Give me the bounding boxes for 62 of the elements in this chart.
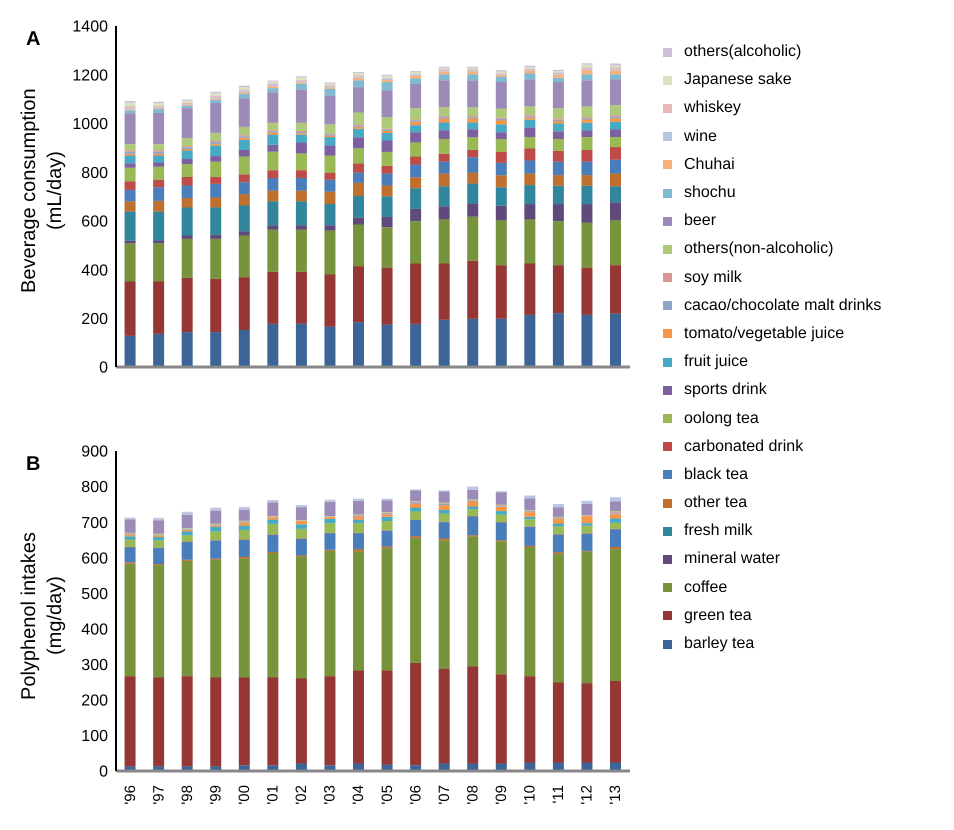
legend-label: whiskey <box>684 99 741 118</box>
legend-label: fresh milk <box>684 522 752 540</box>
legend-label: coffee <box>684 578 728 597</box>
legend-label: green tea <box>684 606 752 625</box>
x-tick-label: '10 <box>522 785 539 805</box>
legend-label: black tea <box>684 466 748 484</box>
y-tick-label: 200 <box>81 310 108 328</box>
legend-label: others(non-alcoholic) <box>684 240 834 258</box>
legend-label: cacao/chocolate malt drinks <box>684 296 882 315</box>
x-tick-label: '01 <box>264 785 282 805</box>
x-tick-label: '97 <box>150 785 168 805</box>
legend-label: tomato/vegetable juice <box>684 324 844 343</box>
y-tick-label: 700 <box>81 514 108 532</box>
y-axis-title: Polyphenol intakes (mg/day) <box>17 531 67 702</box>
y-tick-label: 200 <box>81 692 108 710</box>
legend-label: fruit juice <box>684 353 748 372</box>
x-tick-label: '99 <box>207 785 224 805</box>
x-tick-label: '07 <box>436 785 453 805</box>
legend-label: oolong tea <box>684 410 759 428</box>
y-tick-label: 0 <box>99 764 108 781</box>
legend-label: shochu <box>684 184 736 202</box>
x-tick-label: '12 <box>578 785 596 805</box>
y-tick-label: 600 <box>81 550 108 568</box>
chart-title: A <box>26 28 40 51</box>
legend-label: beer <box>684 212 716 230</box>
legend-label: mineral water <box>684 550 780 568</box>
y-tick-label: 0 <box>99 360 108 377</box>
y-tick-label: 1200 <box>72 67 108 84</box>
chart-title: B <box>26 453 40 476</box>
legend-label: wine <box>684 128 717 146</box>
y-tick-label: 100 <box>81 728 108 746</box>
x-tick-label: '08 <box>464 785 482 805</box>
x-tick-label: '96 <box>122 785 139 805</box>
x-tick-label: '06 <box>407 785 424 805</box>
y-tick-label: 800 <box>81 164 108 182</box>
legend-label: sports drink <box>684 381 767 400</box>
x-tick-label: '00 <box>236 785 253 805</box>
y-tick-label: 600 <box>81 214 108 231</box>
legend-label: soy milk <box>684 268 742 287</box>
x-tick-label: '98 <box>178 785 196 805</box>
x-tick-label: '09 <box>493 785 510 805</box>
y-tick-label: 500 <box>81 586 108 603</box>
legend-label: barley tea <box>684 635 754 654</box>
y-tick-label: 300 <box>81 657 108 674</box>
y-axis-title: Beverage consumption (mL/day) <box>17 88 67 296</box>
x-tick-label: '11 <box>550 785 568 804</box>
y-tick-label: 400 <box>81 262 108 280</box>
legend-label: Japanese sake <box>684 71 792 90</box>
x-tick-label: '05 <box>378 785 396 805</box>
x-tick-label: '13 <box>607 785 624 805</box>
y-tick-label: 1400 <box>72 18 108 36</box>
legend-label: others(alcoholic) <box>684 43 802 62</box>
y-tick-label: 1000 <box>72 116 108 134</box>
x-tick-label: '03 <box>322 785 339 805</box>
x-tick-label: '04 <box>350 785 368 805</box>
x-tick-label: '02 <box>293 785 310 805</box>
y-tick-label: 400 <box>81 621 108 638</box>
legend-label: other tea <box>684 494 748 512</box>
legend-label: carbonated drink <box>684 438 804 456</box>
y-tick-label: 800 <box>81 479 108 496</box>
legend-label: Chuhai <box>684 156 735 174</box>
y-tick-label: 900 <box>81 444 108 461</box>
